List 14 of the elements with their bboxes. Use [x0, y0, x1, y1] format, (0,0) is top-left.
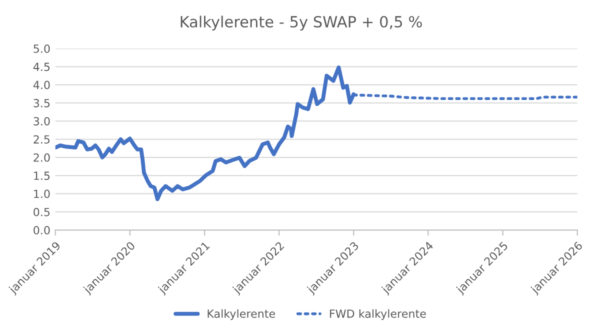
y-tick-label: 4.5	[33, 62, 50, 72]
y-tick-label: 2.5	[34, 135, 50, 144]
y-tick-label: 5.0	[34, 44, 50, 53]
y-tick-label: 0.5	[34, 208, 50, 216]
y-tick-label: 4.0	[33, 80, 50, 90]
y-tick-label: 0.0	[34, 226, 50, 234]
y-tick-label: 3.0	[34, 117, 50, 126]
y-tick-label: 1.5	[34, 172, 50, 180]
y-tick-label: 3.5	[34, 98, 50, 108]
y-tick-label: 1.0	[34, 190, 50, 198]
legend-label: Kalkylerente	[208, 309, 275, 320]
legend-label: FWD kalkylerente	[330, 309, 426, 320]
chart-title: Kalkylerente - 5y SWAP + 0,5 %	[180, 16, 422, 30]
y-tick-label: 2.0	[34, 153, 50, 162]
